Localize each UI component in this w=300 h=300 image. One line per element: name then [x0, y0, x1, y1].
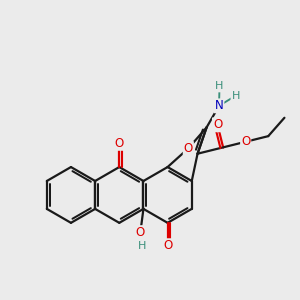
Text: O: O — [184, 142, 193, 155]
Text: O: O — [241, 135, 250, 148]
Text: O: O — [136, 226, 145, 239]
Text: O: O — [213, 118, 222, 131]
Text: O: O — [163, 239, 172, 252]
Text: H: H — [215, 81, 224, 92]
Text: O: O — [115, 137, 124, 150]
Text: N: N — [215, 99, 224, 112]
Text: H: H — [231, 91, 240, 101]
Text: H: H — [138, 241, 146, 251]
